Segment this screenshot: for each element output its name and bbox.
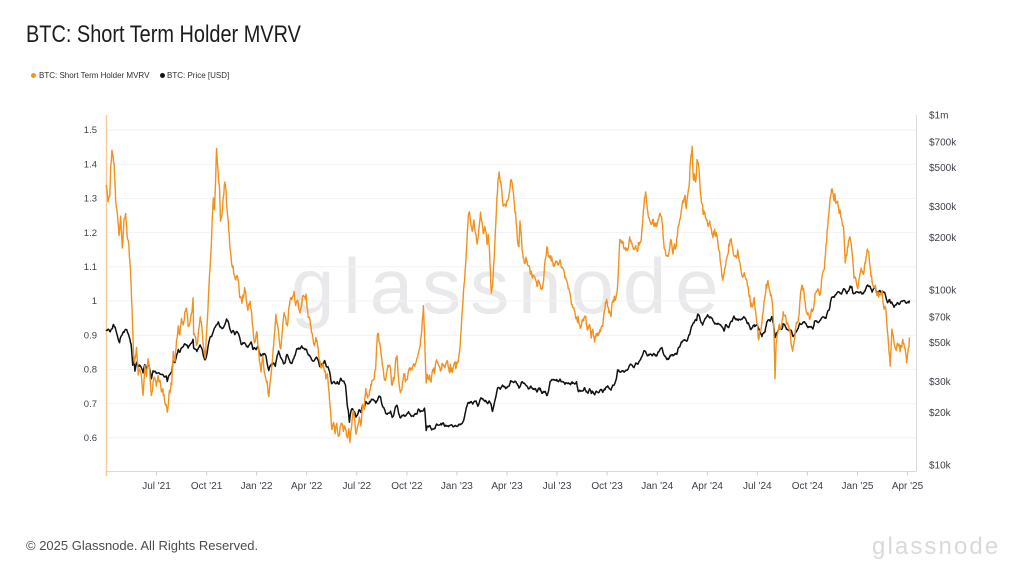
svg-text:1.5: 1.5 xyxy=(84,125,97,136)
svg-text:$100k: $100k xyxy=(929,286,957,297)
svg-text:Jul '22: Jul '22 xyxy=(343,481,372,492)
svg-text:$50k: $50k xyxy=(929,338,952,349)
svg-text:1.1: 1.1 xyxy=(84,262,97,273)
svg-text:Apr '25: Apr '25 xyxy=(892,481,924,492)
svg-text:Oct '22: Oct '22 xyxy=(391,481,423,492)
svg-text:Jul '21: Jul '21 xyxy=(142,481,171,492)
svg-text:Oct '23: Oct '23 xyxy=(591,481,623,492)
svg-text:$700k: $700k xyxy=(929,138,957,149)
svg-text:$1m: $1m xyxy=(929,111,948,122)
svg-text:$300k: $300k xyxy=(929,202,957,213)
svg-text:$10k: $10k xyxy=(929,461,952,472)
svg-text:0.8: 0.8 xyxy=(84,365,97,376)
svg-text:Apr '23: Apr '23 xyxy=(491,481,523,492)
svg-text:Jul '24: Jul '24 xyxy=(743,481,772,492)
svg-text:$200k: $200k xyxy=(929,233,957,244)
svg-text:1.3: 1.3 xyxy=(84,194,97,205)
svg-text:1: 1 xyxy=(92,296,97,307)
svg-text:Apr '24: Apr '24 xyxy=(692,481,724,492)
svg-text:Jan '22: Jan '22 xyxy=(241,481,273,492)
svg-text:0.7: 0.7 xyxy=(84,399,97,410)
svg-text:1.2: 1.2 xyxy=(84,228,97,239)
svg-text:0.6: 0.6 xyxy=(84,433,97,444)
svg-text:$70k: $70k xyxy=(929,313,952,324)
svg-text:Oct '24: Oct '24 xyxy=(792,481,824,492)
svg-text:Jan '23: Jan '23 xyxy=(441,481,473,492)
svg-text:Oct '21: Oct '21 xyxy=(191,481,223,492)
svg-text:$30k: $30k xyxy=(929,377,952,388)
svg-text:$20k: $20k xyxy=(929,408,952,419)
svg-text:Apr '22: Apr '22 xyxy=(291,481,323,492)
svg-text:$500k: $500k xyxy=(929,163,957,174)
svg-text:Jan '25: Jan '25 xyxy=(842,481,874,492)
svg-text:0.9: 0.9 xyxy=(84,330,97,341)
svg-text:1.4: 1.4 xyxy=(84,159,97,170)
svg-text:Jan '24: Jan '24 xyxy=(641,481,673,492)
svg-text:Jul '23: Jul '23 xyxy=(543,481,572,492)
